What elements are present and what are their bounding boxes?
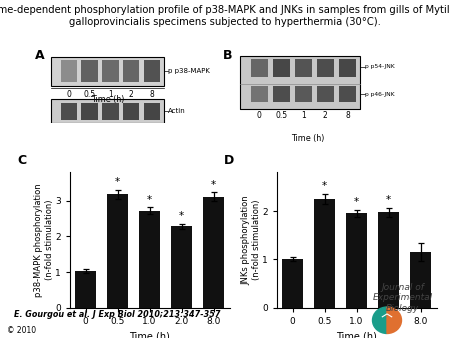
Bar (273, 86, 290, 102)
Text: Time-dependent phosphorylation profile of p38-MAPK and JNKs in samples from gill: Time-dependent phosphorylation profile o… (0, 5, 450, 27)
Bar (139, 211, 160, 308)
Bar (251, 59, 268, 77)
Text: Time (h): Time (h) (292, 134, 325, 143)
Bar (295, 59, 312, 77)
Text: 1: 1 (108, 90, 112, 99)
Text: 2: 2 (129, 90, 134, 99)
Text: E. Gourgou et al. J Exp Biol 2010;213:347-357: E. Gourgou et al. J Exp Biol 2010;213:34… (14, 310, 220, 319)
Text: © 2010: © 2010 (7, 326, 36, 335)
Bar (61, 103, 77, 120)
Text: A: A (35, 49, 44, 62)
Wedge shape (387, 307, 401, 334)
Bar (240, 56, 360, 109)
Text: *: * (386, 195, 391, 205)
Text: *: * (211, 180, 216, 190)
Bar (295, 86, 312, 102)
Bar (317, 59, 334, 77)
Bar (144, 103, 160, 120)
Bar (81, 60, 98, 82)
Bar (171, 226, 192, 308)
Bar (123, 60, 140, 82)
Text: *: * (115, 177, 120, 187)
Text: 1: 1 (301, 111, 306, 120)
Bar (346, 213, 367, 308)
Text: p p46-JNK: p p46-JNK (364, 92, 394, 97)
Text: 8: 8 (149, 90, 154, 99)
Text: 0: 0 (66, 90, 71, 99)
Text: 0.5: 0.5 (84, 90, 95, 99)
Bar (339, 86, 356, 102)
Bar (144, 60, 160, 82)
Text: C: C (17, 154, 26, 167)
Bar (273, 59, 290, 77)
Bar (378, 213, 399, 308)
Text: 0.5: 0.5 (275, 111, 287, 120)
Bar (102, 60, 118, 82)
Bar (51, 99, 164, 123)
Bar (203, 197, 224, 308)
Text: D: D (224, 154, 234, 167)
Text: 2: 2 (323, 111, 328, 120)
Text: *: * (354, 197, 359, 207)
Bar (282, 259, 303, 308)
Text: Actin: Actin (168, 108, 186, 114)
Text: Journal of
Experimental
Biology: Journal of Experimental Biology (373, 283, 433, 313)
Text: *: * (147, 195, 152, 205)
Wedge shape (373, 307, 387, 334)
Bar (410, 252, 431, 308)
X-axis label: Time (h): Time (h) (336, 331, 377, 338)
Text: B: B (223, 49, 233, 63)
X-axis label: Time (h): Time (h) (129, 331, 170, 338)
Text: p p38-MAPK: p p38-MAPK (168, 68, 210, 74)
Text: 8: 8 (345, 111, 350, 120)
Y-axis label: p38-MAPK phosphorylation
(n-fold stimulation): p38-MAPK phosphorylation (n-fold stimula… (34, 183, 54, 297)
Text: p p54-JNK: p p54-JNK (364, 65, 395, 69)
Bar (314, 199, 335, 308)
Bar (123, 103, 140, 120)
Bar (339, 59, 356, 77)
Bar (317, 86, 334, 102)
Bar (102, 103, 118, 120)
Text: *: * (179, 211, 184, 221)
Text: 0: 0 (257, 111, 261, 120)
Text: *: * (322, 181, 327, 191)
Bar (61, 60, 77, 82)
Bar (51, 56, 164, 86)
Bar (75, 271, 96, 308)
Bar (251, 86, 268, 102)
Bar (81, 103, 98, 120)
Text: Time (h): Time (h) (91, 95, 124, 104)
Bar (107, 194, 128, 308)
Y-axis label: JNKs phosphorylation
(n-fold stimulation): JNKs phosphorylation (n-fold stimulation… (241, 195, 261, 285)
